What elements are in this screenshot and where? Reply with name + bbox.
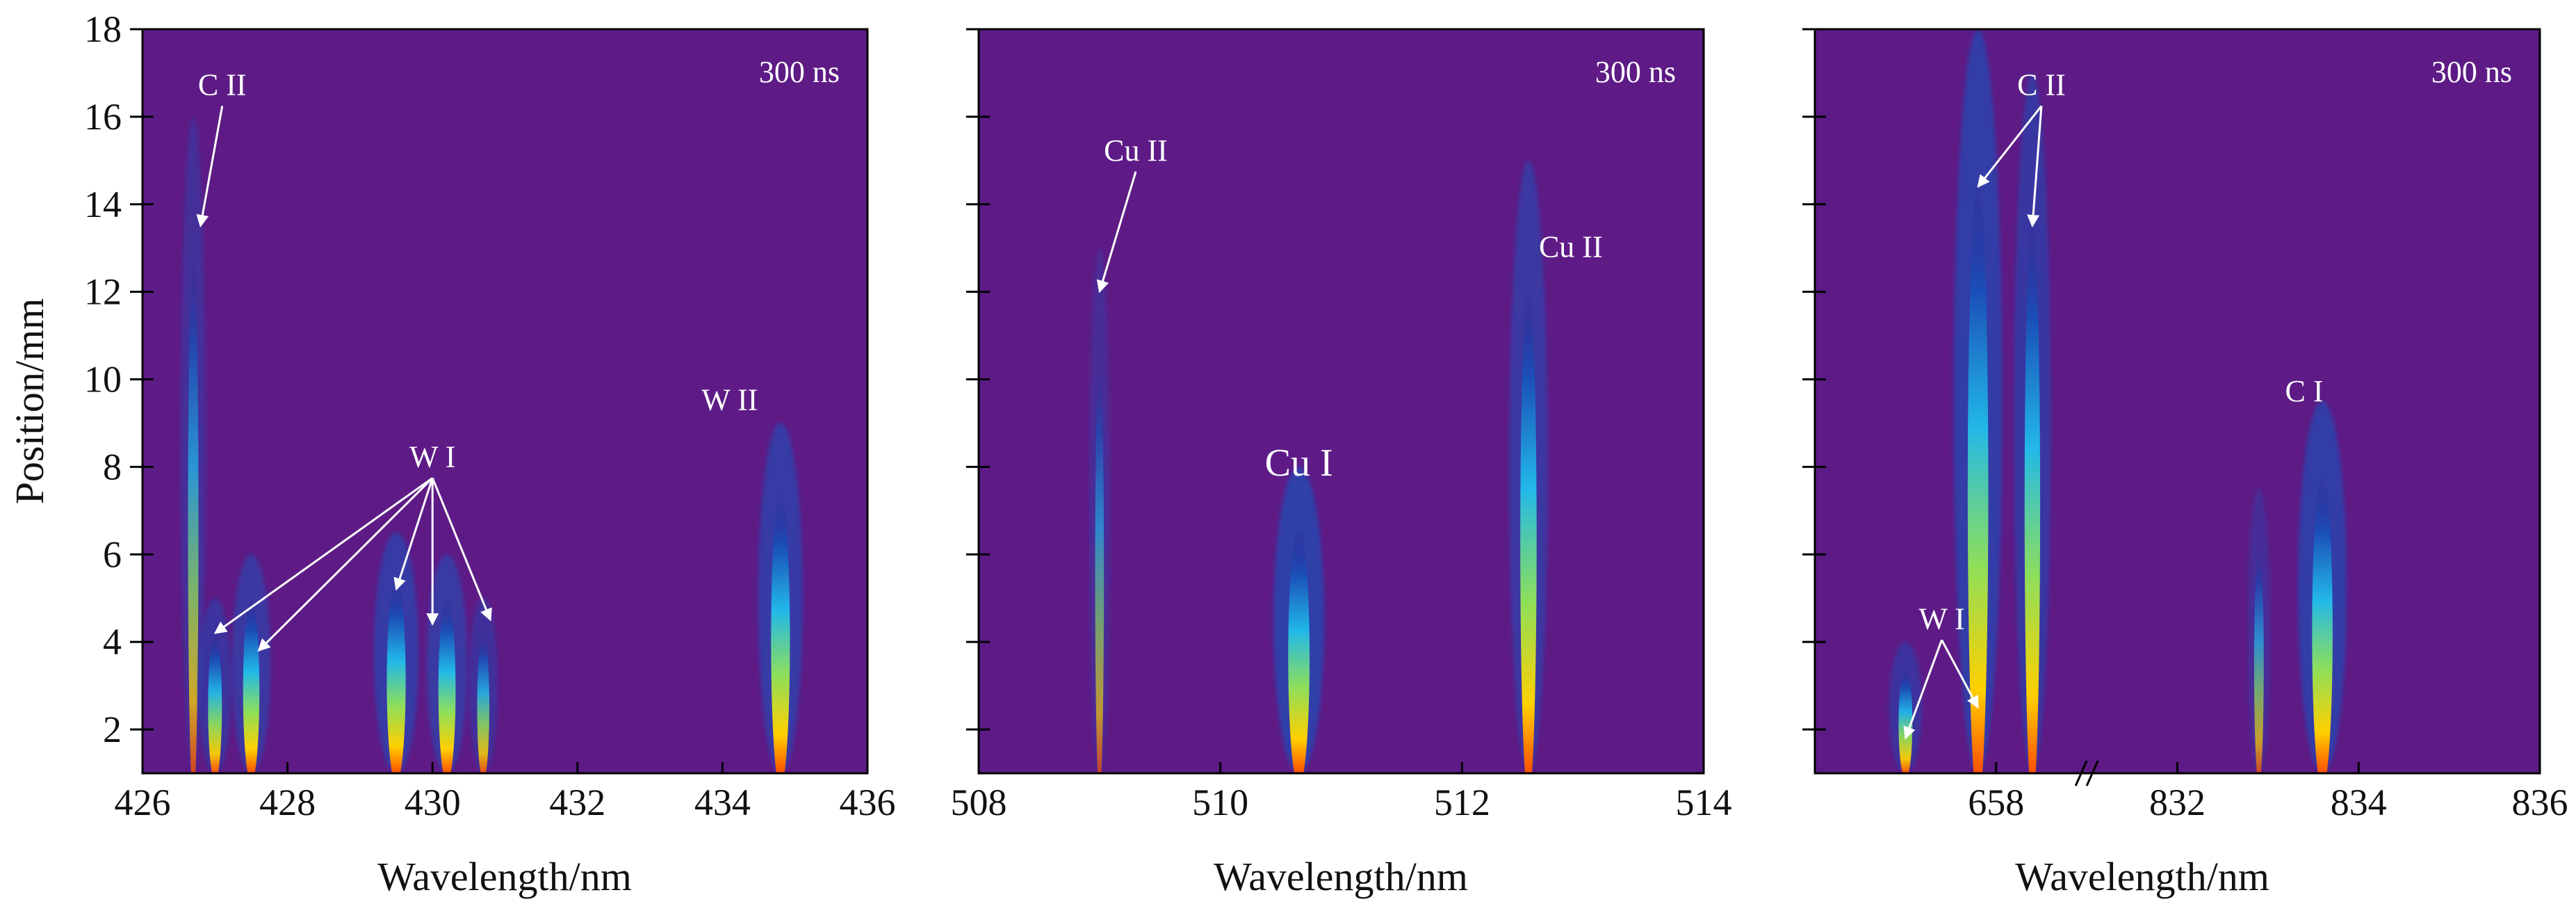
plot-area-right [1815,29,2540,773]
annotation-arrow [393,477,434,591]
x-tick-label: 514 [1676,782,1732,823]
annotation-arrow [1096,171,1137,293]
time-label-middle: 300 ns [1595,55,1676,89]
emission-line [2247,488,2271,773]
emission-line [468,598,498,773]
y-tick-label: 6 [103,533,122,575]
emission-line [2298,401,2347,773]
x-axis-title-right: Wavelength/nm [2015,854,2269,899]
plot-area-middle [979,29,1704,773]
y-tick-label: 18 [84,8,122,50]
x-axis-title-middle: Wavelength/nm [1214,854,1468,899]
annotation-arrow [1977,105,2043,188]
annotation-label: Cu II [1539,229,1603,264]
heatmap-panel-right: 658 832 834 836 300 ns Wavelength/nm C II C … [1802,28,2568,899]
y-tick-label: 4 [103,621,122,663]
plot-frame-middle [977,28,1705,775]
emission-line [1953,29,2003,773]
emission-line [2014,72,2051,773]
x-tick-label: 434 [694,782,751,823]
emission-line [231,554,271,773]
x-tick-label: 426 [115,782,171,823]
annotation-arrow [2027,106,2043,228]
y-tick-label: 2 [103,709,122,750]
emission-line [198,598,231,773]
y-tick-label: 12 [84,271,122,313]
x-tick-label: 430 [405,782,461,823]
x-tick-label: 508 [951,782,1007,823]
x-tick-label: 512 [1434,782,1490,823]
emission-line [758,423,803,773]
annotation-label: C II [2017,67,2066,102]
emission-line [181,116,206,773]
emission-line [1509,160,1548,773]
emission-line [1273,467,1325,773]
annotation-label: Cu I [1265,442,1333,485]
annotation-label: C II [198,67,247,102]
x-tick-label: 432 [549,782,605,823]
time-label-left: 300 ns [759,55,840,89]
annotation-label: C I [2285,374,2324,408]
x-tick-label: 834 [2331,782,2387,823]
annotation-arrow [213,477,434,634]
plot-frame-left [141,28,869,775]
annotation-label: W I [409,439,455,474]
annotation-label: W I [1918,602,1964,636]
x-tick-label: 832 [2149,782,2206,823]
heatmap-panel-middle: 508 510 512 514 300 ns Wavelength/nm Cu II C… [951,28,1732,899]
x-tick-label: 836 [2512,782,2568,823]
annotation-arrow [1941,639,1979,709]
emission-line [1889,642,1922,773]
annotation-arrow [257,477,434,652]
emission-line [426,554,468,773]
x-tick-label: 510 [1192,782,1248,823]
emission-line [1089,248,1110,773]
x-tick-label: 428 [259,782,316,823]
y-axis-title: Position/mm [7,298,52,505]
time-label-right: 300 ns [2431,55,2512,89]
y-tick-label: 8 [103,446,122,487]
annotation-label: Cu II [1104,134,1168,168]
axis-break-mark [2074,760,2099,786]
y-tick-label: 10 [84,359,122,401]
annotation-arrow [196,106,224,228]
y-tick-label: 16 [84,96,122,138]
emission-line [373,532,419,773]
x-tick-label: 658 [1968,782,2024,823]
y-tick-label: 14 [84,184,122,225]
annotation-arrow [431,477,492,622]
x-axis-title-left: Wavelength/nm [377,854,632,899]
annotation-arrow [1903,639,1943,740]
annotation-label: W II [701,383,758,417]
x-tick-label: 436 [840,782,896,823]
